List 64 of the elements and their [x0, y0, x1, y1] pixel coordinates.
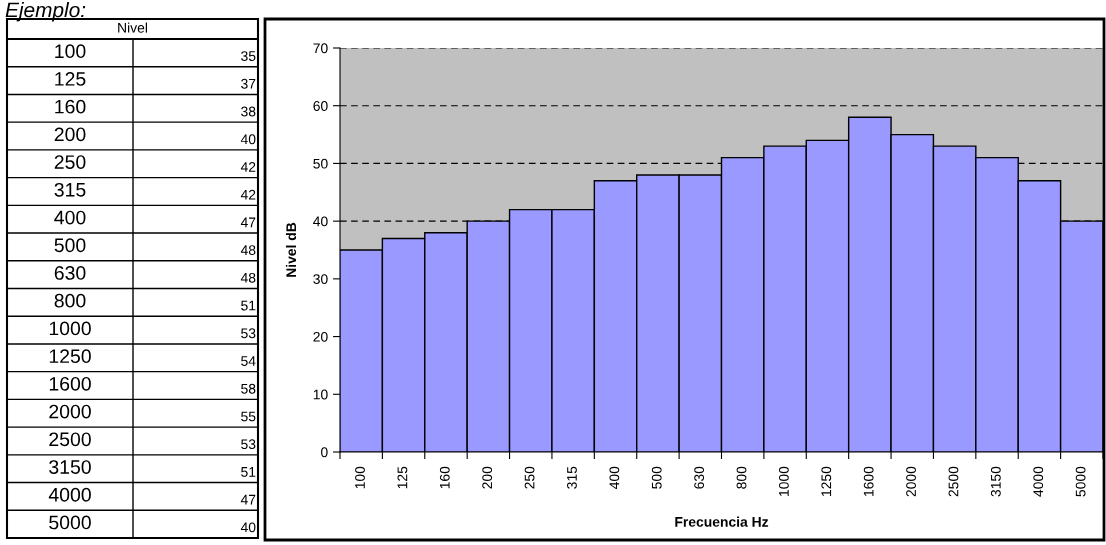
data-label: 42 [240, 162, 256, 172]
text: Ejemplo: [5, 2, 86, 22]
data-label: 53 [241, 328, 256, 339]
category-label: 5000 [49, 515, 91, 530]
category-label: 200 [54, 127, 86, 142]
category-label: 2000 [49, 404, 91, 419]
text: Nivel [118, 22, 148, 33]
category-label: 250 [54, 155, 86, 169]
y-tick-label: 70 [313, 43, 328, 54]
y-tick-label: 10 [313, 389, 328, 400]
data-label: 48 [240, 272, 256, 283]
y-tick-label: 40 [313, 216, 328, 227]
data-label: 51 [241, 300, 256, 311]
x-tick-label: 2500 [948, 466, 959, 497]
category-label: 2500 [49, 432, 91, 447]
x-tick-label: 3150 [990, 466, 1001, 497]
data-label: 38 [241, 106, 256, 117]
category-label: 125 [55, 72, 86, 86]
x-tick-label: 500 [651, 466, 662, 489]
x-tick-label: 1600 [863, 466, 874, 496]
data-label: 40 [240, 134, 256, 145]
x-tick-label: 800 [736, 466, 747, 489]
data-label: 55 [241, 411, 256, 422]
data-label: 47 [240, 494, 256, 505]
x-tick-label: 125 [397, 466, 408, 489]
category-label: 1250 [49, 349, 91, 364]
data-label: 42 [240, 189, 256, 200]
category-label: 160 [55, 99, 86, 114]
y-tick-label: 20 [313, 331, 328, 342]
y-axis-title: Nivel dB [285, 222, 297, 277]
category-label: 630 [54, 266, 86, 280]
data-label: 37 [241, 78, 256, 89]
y-tick-label: 50 [313, 158, 328, 169]
x-tick-label: 200 [482, 466, 493, 489]
x-tick-label: 1000 [778, 466, 789, 496]
x-axis-title: Frecuencia Hz [675, 516, 769, 527]
data-label: 47 [240, 217, 256, 228]
category-label: 400 [54, 210, 86, 225]
category-label: 1000 [49, 321, 91, 336]
x-tick-label: 100 [355, 466, 365, 489]
data-label: 35 [241, 51, 256, 61]
category-label: 100 [55, 44, 86, 59]
data-label: 53 [241, 439, 256, 450]
x-tick-label: 4000 [1033, 466, 1044, 497]
x-tick-label: 160 [439, 466, 450, 489]
y-tick-label: 0 [321, 447, 328, 458]
data-label: 54 [241, 356, 256, 366]
category-label: 800 [54, 293, 86, 308]
data-label: 51 [241, 467, 256, 477]
x-tick-label: 5000 [1075, 466, 1086, 497]
data-label: 48 [240, 245, 256, 256]
category-label: 1600 [49, 376, 91, 391]
x-tick-label: 250 [524, 466, 535, 489]
x-tick-label: 630 [694, 466, 705, 489]
y-tick-label: 30 [313, 274, 328, 285]
x-tick-label: 400 [609, 466, 620, 489]
y-tick-label: 60 [313, 101, 328, 111]
x-tick-label: 315 [567, 466, 577, 489]
data-label: 40 [240, 522, 256, 533]
x-tick-label: 2000 [906, 466, 916, 497]
category-label: 500 [54, 238, 86, 253]
x-tick-label: 1250 [821, 466, 832, 496]
category-label: 315 [54, 182, 86, 197]
data-label: 58 [241, 383, 256, 394]
